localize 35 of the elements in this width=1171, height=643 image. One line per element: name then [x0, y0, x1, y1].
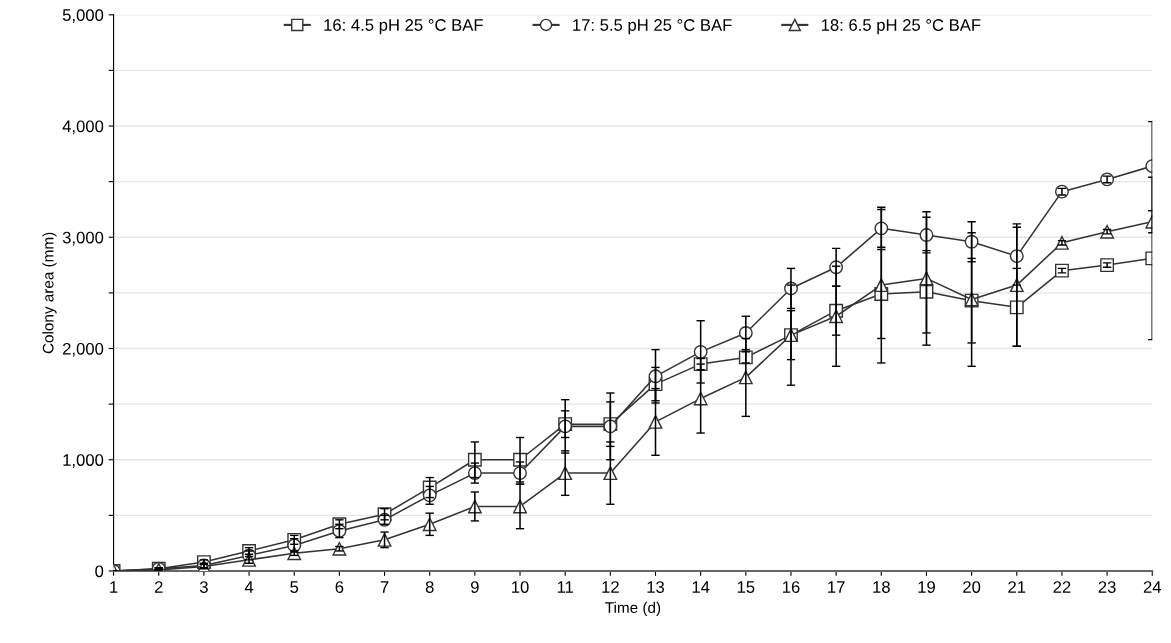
- y-tick-label: 2,000: [63, 342, 104, 357]
- x-tick-label: 22: [1053, 581, 1071, 593]
- y-tick-label: 4,000: [62, 120, 104, 135]
- x-tick-label: 19: [918, 581, 935, 593]
- x-tick-label: 17: [828, 581, 845, 593]
- x-tick-label: 12: [602, 581, 619, 593]
- x-tick-label: 2: [154, 581, 163, 593]
- x-tick-label: 8: [425, 581, 434, 593]
- x-tick-label: 9: [471, 581, 479, 593]
- x-tick-label: 18: [873, 581, 890, 593]
- x-tick-label: 5: [290, 581, 299, 593]
- x-tick-label: 3: [199, 581, 208, 593]
- x-tick-label: 6: [335, 581, 344, 593]
- legend-label: 18: 6.5 pH 25 °C BAF: [821, 19, 981, 35]
- x-axis-title: Time (d): [605, 601, 661, 617]
- x-tick-label: 14: [692, 581, 710, 593]
- x-tick-label: 16: [782, 581, 800, 593]
- x-tick-label: 20: [963, 581, 981, 593]
- x-tick-label: 21: [1008, 581, 1026, 593]
- x-tick-label: 13: [647, 581, 665, 593]
- y-tick-label: 0: [95, 565, 104, 578]
- x-tick-label: 4: [244, 581, 254, 593]
- y-axis-title: Colony area (mm): [42, 232, 57, 354]
- x-tick-label: 15: [737, 581, 755, 593]
- x-tick-label: 11: [557, 581, 574, 593]
- x-tick-label: 1: [110, 581, 118, 593]
- legend-label: 17: 5.5 pH 25 °C BAF: [573, 19, 732, 35]
- legend-label: 16: 4.5 pH 25 °C BAF: [324, 19, 483, 35]
- y-tick-label: 1,000: [63, 454, 104, 468]
- x-tick-label: 7: [380, 581, 389, 593]
- x-tick-label: 10: [512, 581, 529, 593]
- y-tick-label: 5,000: [62, 9, 104, 23]
- x-tick-label: 24: [1143, 581, 1162, 593]
- y-tick-label: 3,000: [62, 231, 104, 246]
- x-tick-label: 23: [1098, 581, 1116, 593]
